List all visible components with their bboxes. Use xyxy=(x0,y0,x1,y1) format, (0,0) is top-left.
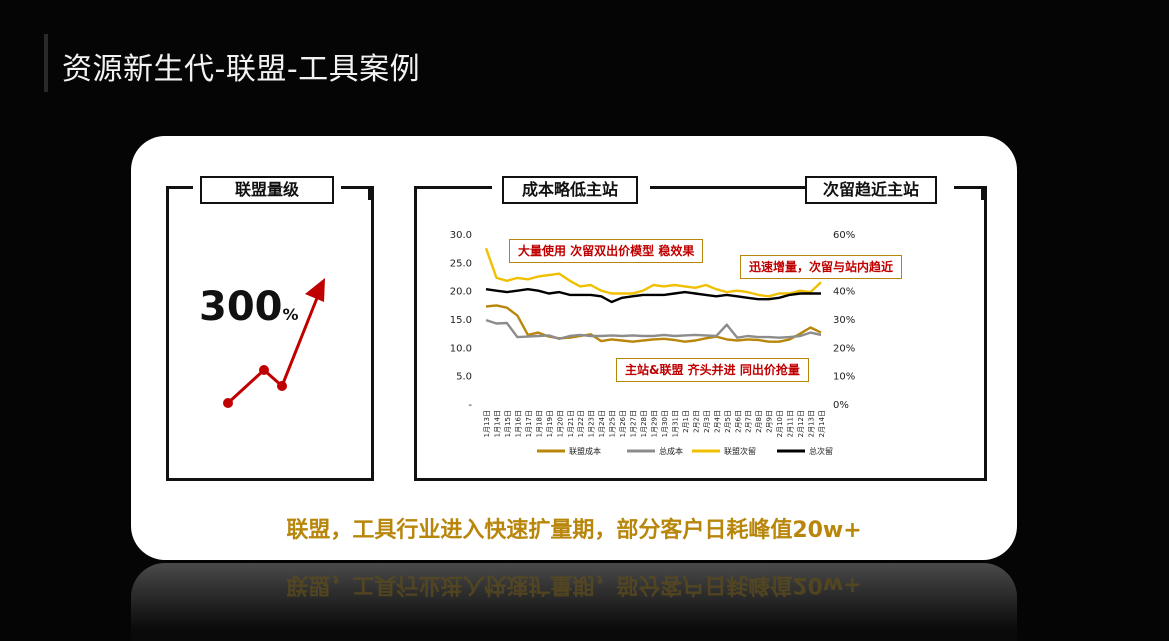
y-left-tick-label: 15.0 xyxy=(450,315,472,326)
x-tick-label: 1月30日 xyxy=(661,410,669,437)
x-tick-label: 1月31日 xyxy=(671,410,679,437)
x-tick-label: 1月17日 xyxy=(525,410,533,437)
series-line-2 xyxy=(485,318,822,341)
reflection-text: 联盟，工具行业进入快速扩量期，部分客户日耗峰值20w+ xyxy=(286,572,862,597)
x-tick-label: 2月8日 xyxy=(755,410,763,433)
y-right-tick-label: 20% xyxy=(833,343,855,354)
x-tick-label: 2月12日 xyxy=(797,410,805,437)
x-tick-label: 1月22日 xyxy=(577,410,585,437)
x-tick-label: 2月9日 xyxy=(766,410,774,433)
x-tick-label: 1月16日 xyxy=(514,410,522,437)
x-tick-label: 1月21日 xyxy=(567,410,575,437)
x-tick-label: 2月5日 xyxy=(724,410,732,433)
growth-metric-value: 300 xyxy=(199,284,283,330)
chart-panel xyxy=(414,186,987,481)
page-title: 资源新生代-联盟-工具案例 xyxy=(62,52,421,87)
x-tick-label: 2月7日 xyxy=(745,410,753,433)
x-tick-label: 1月19日 xyxy=(546,410,554,437)
growth-metric: 300% xyxy=(199,284,299,330)
y-left-tick-label: 20.0 xyxy=(450,287,472,298)
x-tick-label: 1月13日 xyxy=(483,410,491,437)
y-right-tick-label: 60% xyxy=(833,230,855,241)
title-accent-bar xyxy=(44,34,48,92)
y-left-tick-label: 10.0 xyxy=(450,343,472,354)
series-line-4 xyxy=(485,287,821,304)
x-tick-label: 1月15日 xyxy=(504,410,512,437)
y-left-tick-label: 30.0 xyxy=(450,230,472,241)
x-tick-label: 1月28日 xyxy=(640,410,648,437)
card-reflection: 联盟，工具行业进入快速扩量期，部分客户日耗峰值20w+ xyxy=(131,563,1017,641)
x-tick-label: 2月4日 xyxy=(713,410,721,433)
footer-summary: 联盟，工具行业进入快速扩量期，部分客户日耗峰值20w+ xyxy=(286,518,862,543)
legend-label: 总成本 xyxy=(659,446,683,456)
x-tick-label: 1月23日 xyxy=(588,410,596,437)
legend-label: 联盟成本 xyxy=(569,446,601,456)
x-tick-label: 2月1日 xyxy=(682,410,690,433)
x-tick-label: 2月13日 xyxy=(808,410,816,437)
content-card: 联盟量级 300% 成本略低主站 次留趋近主站 30.0 25.0 20.0 15.0… xyxy=(131,136,1017,560)
x-tick-label: 1月29日 xyxy=(651,410,659,437)
x-tick-label: 1月26日 xyxy=(619,410,627,437)
series-line-1 xyxy=(485,304,822,343)
x-tick-label: 1月14日 xyxy=(493,410,501,437)
y-left-tick-label: 25.0 xyxy=(450,258,472,269)
series-line-3 xyxy=(484,247,822,298)
y-right-tick-label: 30% xyxy=(833,315,855,326)
x-tick-label: 2月14日 xyxy=(818,410,826,437)
y-left-tick-label: - xyxy=(468,400,472,411)
growth-arrow-icon xyxy=(223,278,325,408)
y-left-tick-label: 5.0 xyxy=(456,372,472,383)
y-right-tick-label: 40% xyxy=(833,287,855,298)
x-tick-label: 1月25日 xyxy=(609,410,617,437)
x-tick-label: 2月11日 xyxy=(787,410,795,437)
x-tick-label: 2月3日 xyxy=(703,410,711,433)
retention-panel-label: 次留趋近主站 xyxy=(805,176,937,204)
volume-panel xyxy=(166,186,374,481)
legend-label: 总次留 xyxy=(809,446,833,456)
x-tick-label: 2月6日 xyxy=(734,410,742,433)
x-tick-label: 1月20日 xyxy=(556,410,564,437)
annotation-model: 大量使用 次留双出价模型 稳效果 xyxy=(509,239,704,263)
cost-panel-label: 成本略低主站 xyxy=(502,176,638,204)
x-tick-label: 1月18日 xyxy=(535,410,543,437)
legend-label: 联盟次留 xyxy=(724,446,756,456)
x-tick-label: 2月2日 xyxy=(692,410,700,433)
y-right-tick-label: 10% xyxy=(833,372,855,383)
x-tick-label: 2月10日 xyxy=(776,410,784,437)
volume-panel-label: 联盟量级 xyxy=(200,176,334,204)
y-right-tick-label: 0% xyxy=(833,400,849,411)
x-tick-label: 1月24日 xyxy=(598,410,606,437)
growth-metric-unit: % xyxy=(282,305,299,324)
annotation-growth: 迅速增量，次留与站内趋近 xyxy=(740,255,903,279)
annotation-parallel: 主站&联盟 齐头并进 同出价抢量 xyxy=(616,358,809,382)
x-tick-label: 1月27日 xyxy=(630,410,638,437)
